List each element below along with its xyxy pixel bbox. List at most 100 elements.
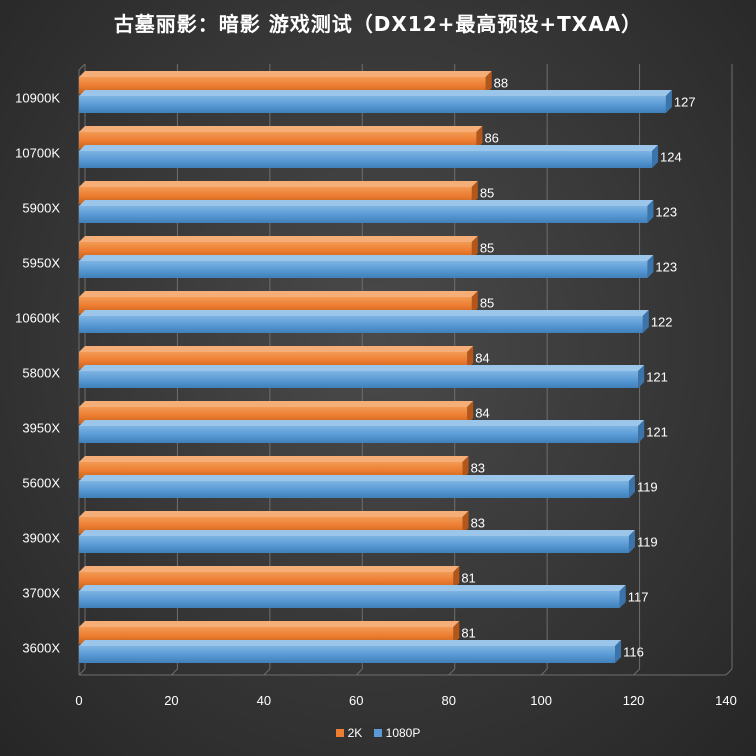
legend-label-2k: 2K bbox=[347, 726, 363, 740]
bar-1080p-3700x bbox=[79, 591, 620, 608]
x-tick-label: 140 bbox=[715, 693, 737, 708]
data-label-2k: 84 bbox=[475, 406, 489, 421]
bar-1080p-10700k bbox=[79, 151, 653, 168]
category-label-3900x: 3900X bbox=[22, 531, 60, 546]
bar-side-2k bbox=[453, 566, 460, 589]
bar-2k-5800x bbox=[79, 352, 468, 369]
bar-top-1080p bbox=[79, 310, 649, 316]
category-label-5950x: 5950X bbox=[22, 256, 60, 271]
gridline-floor-60 bbox=[355, 668, 363, 676]
data-label-2k: 85 bbox=[480, 241, 494, 256]
bar-top-1080p bbox=[79, 200, 654, 206]
data-label-1080p: 119 bbox=[637, 480, 658, 495]
data-label-1080p: 121 bbox=[646, 370, 668, 385]
bar-2k-10600k bbox=[79, 297, 472, 314]
data-label-2k: 83 bbox=[471, 461, 485, 476]
data-label-1080p: 116 bbox=[623, 645, 644, 660]
gridline-floor-100 bbox=[540, 668, 548, 676]
gridline-floor-80 bbox=[448, 668, 456, 676]
bar-2k-3600x bbox=[79, 627, 454, 644]
legend: 2K 1080P bbox=[0, 726, 756, 740]
bar-top-2k bbox=[79, 236, 478, 242]
category-label-10700k: 10700K bbox=[15, 146, 60, 161]
legend-swatch-2k bbox=[335, 729, 344, 737]
bar-side-1080p bbox=[628, 530, 635, 553]
gridline-floor-120 bbox=[633, 668, 640, 676]
bar-top-2k bbox=[79, 511, 469, 517]
bar-side-2k bbox=[471, 291, 478, 314]
data-label-1080p: 119 bbox=[637, 535, 658, 550]
x-tick-label: 120 bbox=[623, 693, 645, 708]
gridline-floor-40 bbox=[263, 668, 271, 676]
category-label-3700x: 3700X bbox=[22, 586, 60, 601]
data-label-1080p: 121 bbox=[646, 425, 668, 440]
x-tick-label: 60 bbox=[349, 693, 363, 708]
bar-side-2k bbox=[467, 346, 474, 369]
bar-side-1080p bbox=[642, 310, 649, 333]
bar-1080p-5600x bbox=[79, 481, 629, 498]
bar-top-1080p bbox=[79, 585, 626, 591]
bar-top-2k bbox=[79, 456, 469, 462]
x-tick-label: 100 bbox=[530, 693, 552, 708]
bar-2k-3900x bbox=[79, 517, 463, 534]
bar-top-1080p bbox=[79, 475, 635, 481]
category-label-3600x: 3600X bbox=[22, 641, 60, 656]
bar-top-1080p bbox=[79, 90, 672, 96]
bar-top-2k bbox=[79, 401, 474, 407]
bar-top-2k bbox=[79, 71, 492, 77]
bar-side-1080p bbox=[628, 475, 635, 498]
data-label-2k: 88 bbox=[494, 76, 508, 91]
legend-swatch-1080p bbox=[373, 729, 382, 737]
bar-top-2k bbox=[79, 566, 460, 572]
bar-1080p-5950x bbox=[79, 261, 648, 278]
bar-top-2k bbox=[79, 181, 478, 187]
legend-item-1080p: 1080P bbox=[373, 726, 421, 740]
x-tick-label: 20 bbox=[164, 693, 178, 708]
bar-side-1080p bbox=[665, 90, 672, 113]
bar-top-2k bbox=[79, 621, 460, 627]
bar-side-1080p bbox=[615, 640, 622, 663]
bar-2k-3950x bbox=[79, 407, 468, 424]
bar-1080p-5800x bbox=[79, 371, 639, 388]
data-label-1080p: 127 bbox=[674, 95, 696, 110]
x-tick-label: 40 bbox=[257, 693, 271, 708]
bar-2k-5900x bbox=[79, 187, 472, 204]
gridline-floor-140 bbox=[725, 668, 733, 676]
bar-top-1080p bbox=[79, 530, 635, 536]
bar-side-1080p bbox=[652, 145, 659, 168]
data-label-2k: 81 bbox=[461, 626, 475, 641]
category-label-5600x: 5600X bbox=[22, 476, 60, 491]
bar-side-2k bbox=[485, 71, 492, 94]
category-label-5900x: 5900X bbox=[22, 201, 60, 216]
data-label-2k: 84 bbox=[475, 351, 489, 366]
bar-1080p-3600x bbox=[79, 646, 616, 663]
bar-2k-5950x bbox=[79, 242, 472, 259]
bar-side-2k bbox=[453, 621, 460, 644]
gridline-floor-0 bbox=[78, 668, 86, 676]
bar-side-1080p bbox=[638, 365, 645, 388]
data-label-2k: 85 bbox=[480, 186, 494, 201]
gridline-floor-20 bbox=[171, 668, 178, 676]
data-label-1080p: 122 bbox=[651, 315, 673, 330]
bar-top-1080p bbox=[79, 145, 659, 151]
x-tick-label: 80 bbox=[441, 693, 455, 708]
data-label-1080p: 117 bbox=[628, 590, 649, 605]
category-label-10600k: 10600K bbox=[15, 311, 60, 326]
legend-label-1080p: 1080P bbox=[385, 726, 421, 740]
bar-top-1080p bbox=[79, 420, 645, 426]
bar-top-2k bbox=[79, 346, 474, 352]
data-label-1080p: 123 bbox=[655, 205, 677, 220]
bar-1080p-3900x bbox=[79, 536, 629, 553]
data-label-2k: 83 bbox=[471, 516, 485, 531]
data-label-2k: 86 bbox=[484, 131, 498, 146]
legend-item-2k: 2K bbox=[335, 726, 363, 740]
category-label-10900k: 10900K bbox=[15, 91, 60, 106]
category-label-5800x: 5800X bbox=[22, 366, 60, 381]
x-tick-label: 0 bbox=[75, 693, 82, 708]
bar-side-1080p bbox=[619, 585, 626, 608]
bar-top-1080p bbox=[79, 640, 622, 646]
y-axis-depth-line bbox=[78, 63, 86, 71]
bar-top-2k bbox=[79, 291, 478, 297]
category-label-3950x: 3950X bbox=[22, 421, 60, 436]
data-label-2k: 85 bbox=[480, 296, 494, 311]
